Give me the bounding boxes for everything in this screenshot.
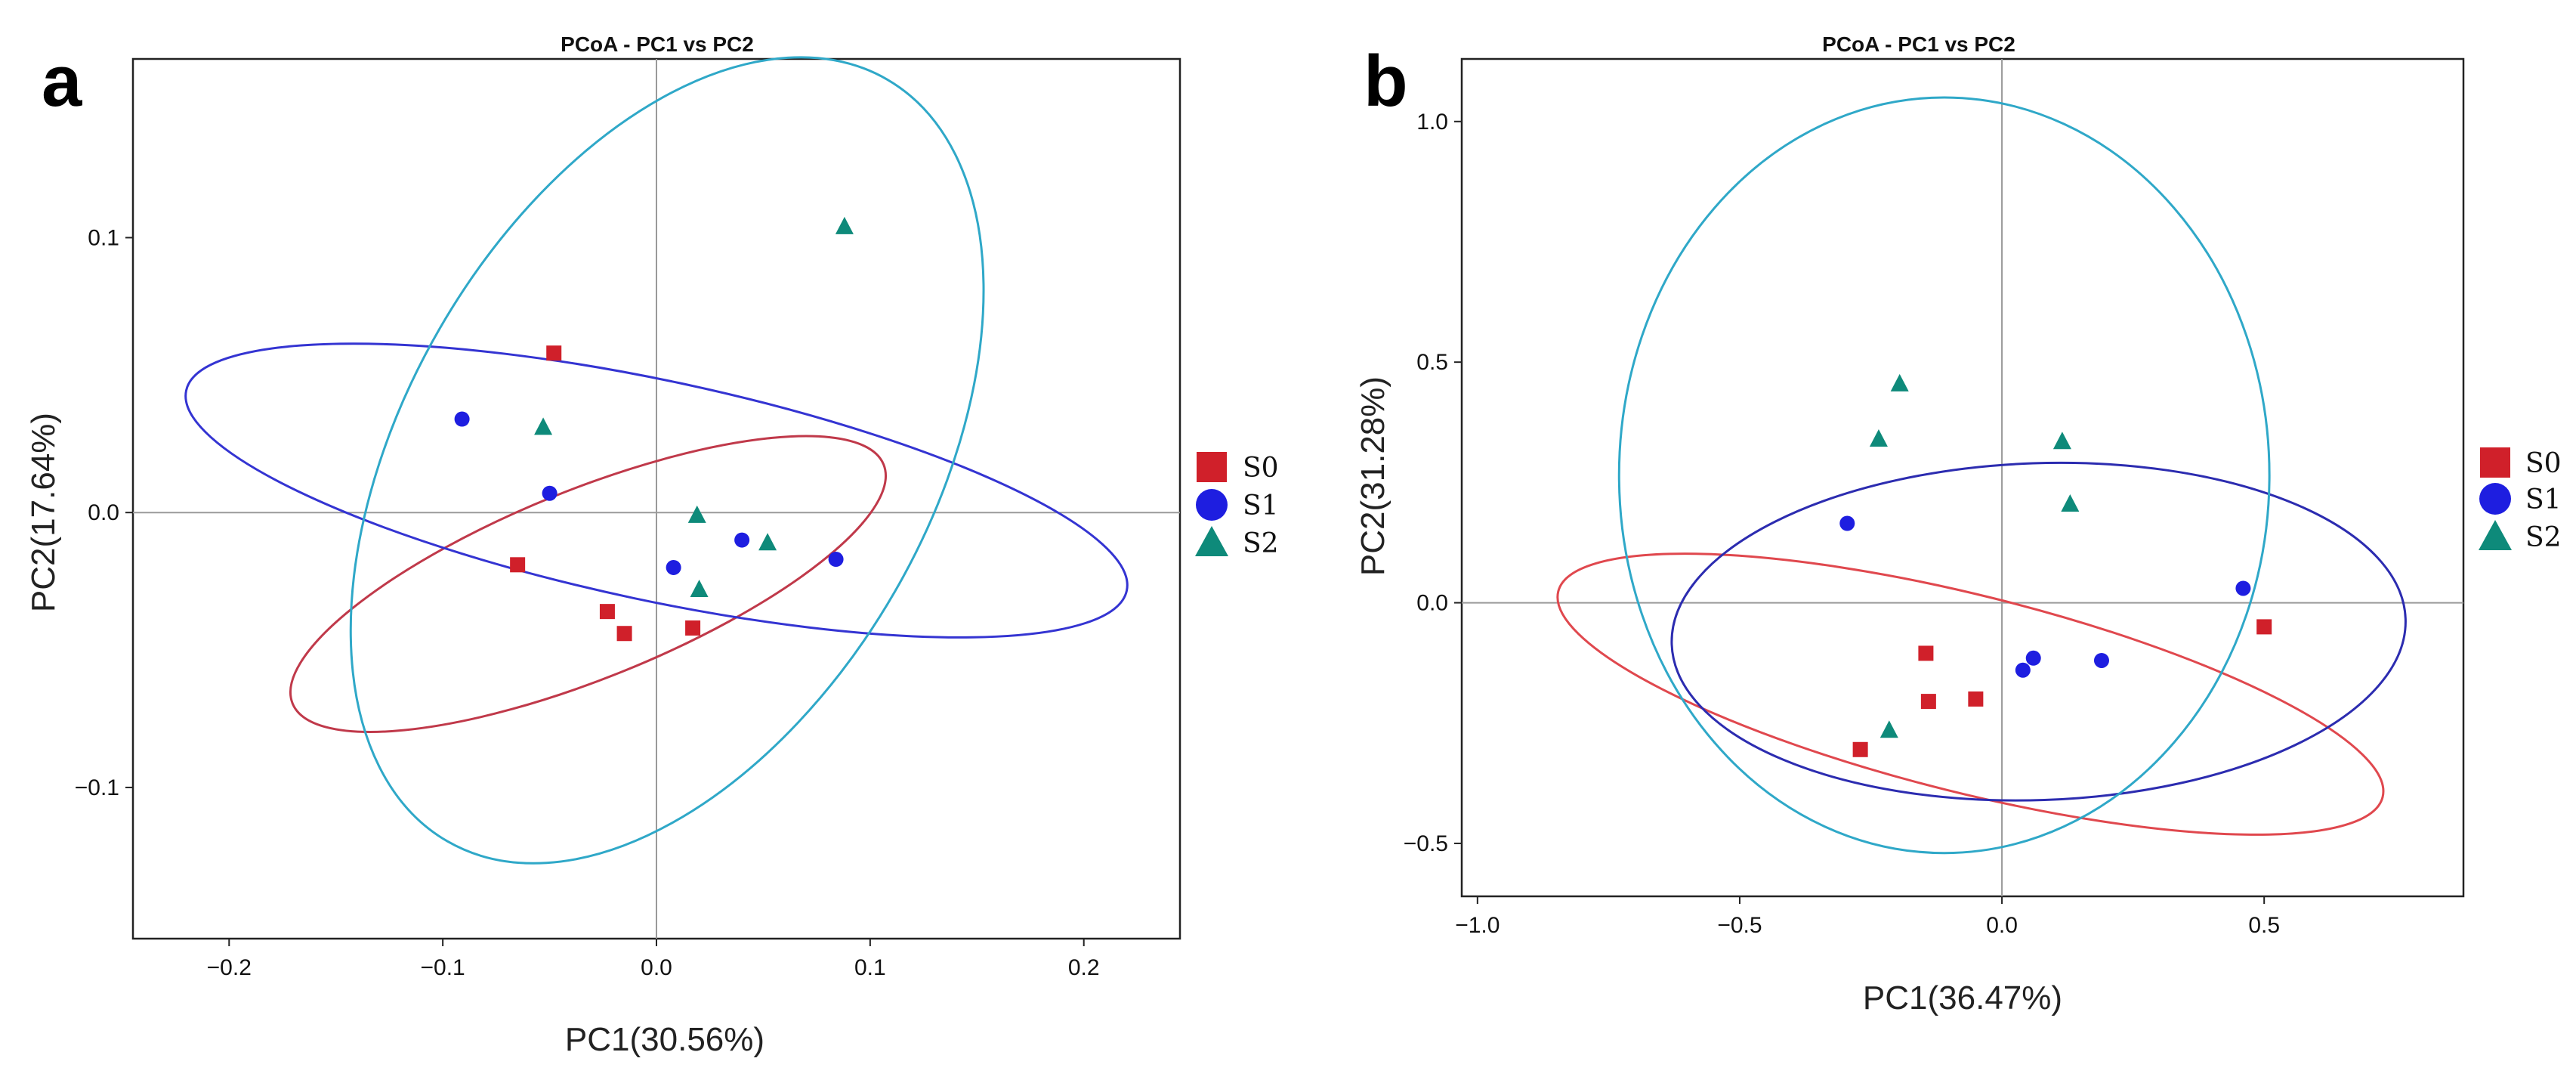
x-tick-label: −0.1 <box>421 955 465 980</box>
y-tick-label: −0.5 <box>1404 831 1448 856</box>
point-s1 <box>2025 650 2041 666</box>
panel-a-x-axis-title: PC1(30.56%) <box>565 1021 764 1058</box>
x-tick-label: 0.5 <box>2248 913 2280 938</box>
panel-a-x-ticks: −0.2 −0.1 0.0 0.1 0.2 <box>207 939 1100 980</box>
panel-b-legend: S0 S1 S2 <box>2479 447 2562 553</box>
y-tick-label: −0.1 <box>75 775 119 800</box>
panel-b-plot-frame <box>1460 57 2465 898</box>
legend-b-s2-label: S2 <box>2525 522 2562 553</box>
point-s1 <box>542 485 558 501</box>
point-s1 <box>2015 662 2031 678</box>
legend-b-s0-label: S0 <box>2525 448 2562 479</box>
point-s2 <box>2061 494 2080 512</box>
legend-b-s2-marker <box>2479 520 2512 550</box>
confidence-ellipse-s0 <box>1556 552 2385 836</box>
panel-a-zero-lines <box>133 59 1180 939</box>
point-s1 <box>828 552 844 568</box>
point-s1 <box>454 411 470 427</box>
y-tick-label: 0.1 <box>88 225 119 250</box>
point-s0 <box>599 604 615 620</box>
point-s0 <box>1920 694 1936 710</box>
panel-letter-a: a <box>42 41 82 122</box>
confidence-ellipse-s2 <box>349 56 985 865</box>
point-s0 <box>2256 619 2272 635</box>
point-s2 <box>690 580 709 598</box>
point-s1 <box>2093 652 2109 668</box>
panel-a-points <box>454 216 854 642</box>
panel-a-y-axis-title: PC2(17.64%) <box>25 413 62 612</box>
legend-b-s1-marker <box>2479 483 2511 515</box>
point-s0 <box>685 620 701 636</box>
panel-a-y-ticks: −0.1 0.0 0.1 <box>75 225 133 800</box>
point-s2 <box>687 505 706 523</box>
confidence-ellipse-s0 <box>289 435 887 733</box>
point-s1 <box>666 559 681 575</box>
panel-b-y-axis-title: PC2(31.28%) <box>1354 376 1391 576</box>
legend-a-s1-label: S1 <box>1243 490 1279 521</box>
legend-a-s1-marker <box>1196 489 1228 521</box>
point-s0 <box>616 626 632 642</box>
point-s2 <box>534 417 553 435</box>
panel-b-x-ticks: −1.0 −0.5 0.0 0.5 <box>1455 896 2280 938</box>
point-s2 <box>835 216 854 234</box>
point-s2 <box>758 533 777 551</box>
legend-a-s2-marker <box>1195 526 1228 556</box>
point-s2 <box>2052 432 2071 450</box>
point-s1 <box>1839 515 1855 531</box>
point-s2 <box>1890 373 1909 391</box>
point-s1 <box>2235 580 2251 596</box>
x-tick-label: −0.5 <box>1717 913 1762 938</box>
panel-a-ellipses <box>184 56 1129 865</box>
x-tick-label: 0.1 <box>854 955 886 980</box>
panel-b: b PCoA - PC1 vs PC2 −1.0 −0.5 0.0 0.5 −0.5 0… <box>1354 32 2562 1016</box>
panel-b-y-ticks: −0.5 0.0 0.5 1.0 <box>1404 110 1462 856</box>
confidence-ellipse-s1 <box>1670 461 2407 802</box>
panel-a: a PCoA - PC1 vs PC2 −0.2 −0.1 0.0 0.1 0.2 −0… <box>25 32 1279 1058</box>
panel-a-legend: S0 S1 S2 <box>1195 452 1279 559</box>
x-tick-label: −0.2 <box>207 955 252 980</box>
legend-a-s2-label: S2 <box>1243 528 1279 559</box>
panel-letter-b: b <box>1364 41 1408 122</box>
point-s0 <box>546 345 562 361</box>
y-tick-label: 0.0 <box>88 500 119 525</box>
confidence-ellipse-s2 <box>1617 96 2271 855</box>
point-s0 <box>1968 691 1984 707</box>
point-s0 <box>510 557 526 573</box>
point-s1 <box>734 532 750 548</box>
panel-a-title: PCoA - PC1 vs PC2 <box>561 32 754 56</box>
x-tick-label: 0.0 <box>641 955 672 980</box>
y-tick-label: 1.0 <box>1416 110 1448 135</box>
legend-a-s0-label: S0 <box>1243 453 1279 484</box>
x-tick-label: −1.0 <box>1455 913 1500 938</box>
x-tick-label: 0.2 <box>1068 955 1100 980</box>
point-s0 <box>1852 741 1868 757</box>
panel-b-x-axis-title: PC1(36.47%) <box>1863 979 2062 1016</box>
panel-b-points <box>1839 373 2272 757</box>
panel-b-zero-lines <box>1462 59 2463 896</box>
point-s0 <box>1918 645 1934 661</box>
confidence-ellipse-s1 <box>184 342 1129 639</box>
x-tick-label: 0.0 <box>1986 913 2018 938</box>
panel-b-title: PCoA - PC1 vs PC2 <box>1822 32 2015 56</box>
panel-b-ellipses <box>1556 96 2407 855</box>
legend-b-s1-label: S1 <box>2525 484 2562 515</box>
point-s2 <box>1869 429 1888 447</box>
legend-a-s0-marker <box>1197 452 1227 482</box>
legend-b-s0-marker <box>2480 447 2510 478</box>
y-tick-label: 0.0 <box>1416 591 1448 616</box>
point-s2 <box>1879 720 1898 738</box>
y-tick-label: 0.5 <box>1416 350 1448 375</box>
